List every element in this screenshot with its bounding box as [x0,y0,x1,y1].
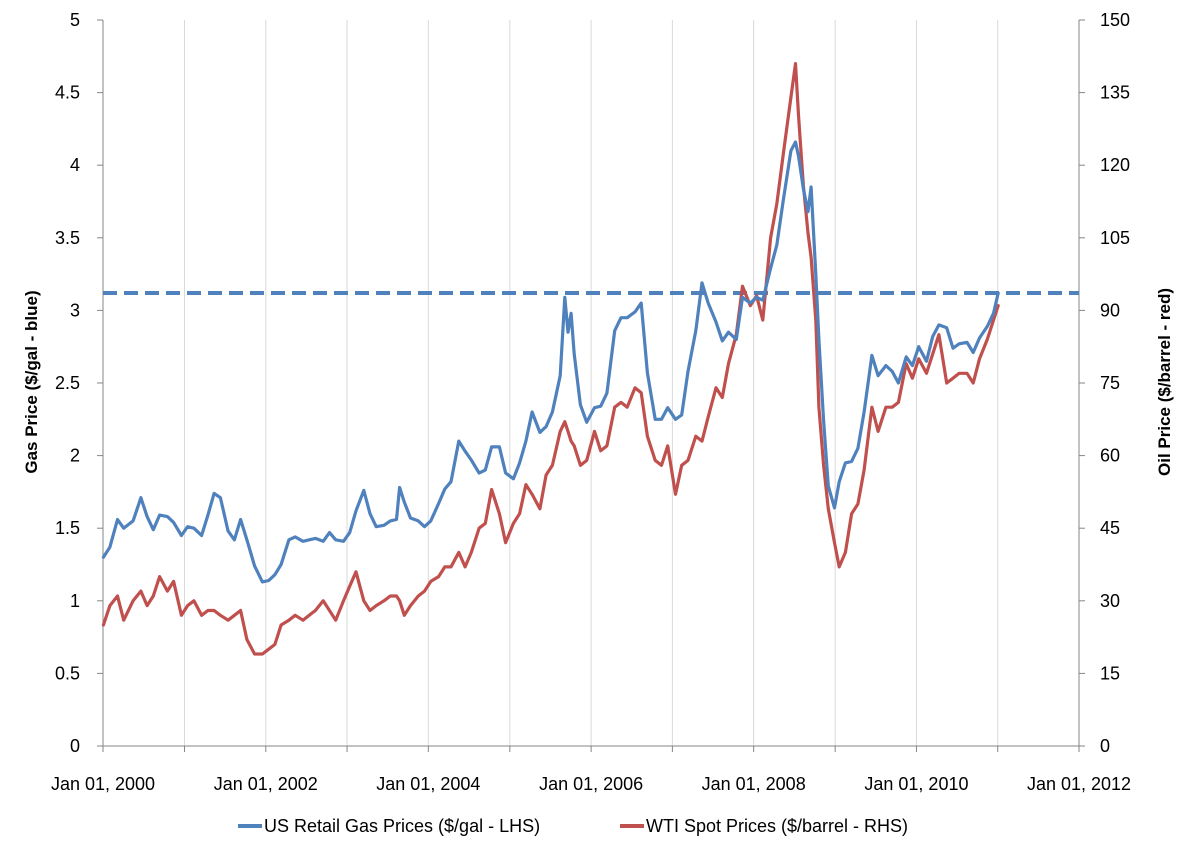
series-line-oil [101,61,1000,656]
series-line-gas [101,140,1000,584]
right-tick-label: 15 [1100,663,1120,683]
left-tick-label: 2.5 [55,373,80,393]
right-tick-label: 120 [1100,155,1130,175]
left-axis-title: Gas Price ($/gal - blue) [22,290,41,473]
left-tick-label: 1 [70,591,80,611]
left-tick-label: 3 [70,300,80,320]
left-tick-label: 0 [70,736,80,756]
x-tick-label: Jan 01, 2006 [539,774,643,794]
right-tick-label: 30 [1100,591,1120,611]
legend: US Retail Gas Prices ($/gal - LHS) WTI S… [238,816,908,836]
series-lines [101,61,1000,656]
gridlines [97,19,1085,752]
right-tick-label: 150 [1100,10,1130,30]
left-tick-label: 2 [70,446,80,466]
x-tick-label: Jan 01, 2004 [376,774,480,794]
tick-labels: Jan 01, 2000 Jan 01, 2002 Jan 01, 2004 Jan … [51,10,1131,794]
left-tick-label: 5 [70,10,80,30]
x-tick-label: Jan 01, 2008 [702,774,806,794]
right-axis-title: Oil Price ($/barrel - red) [1155,288,1174,476]
left-tick-label: 4.5 [55,83,80,103]
right-tick-label: 75 [1100,373,1120,393]
right-tick-label: 45 [1100,518,1120,538]
left-tick-label: 0.5 [55,663,80,683]
right-tick-label: 135 [1100,83,1130,103]
x-tick-label: Jan 01, 2012 [1027,774,1131,794]
left-tick-label: 1.5 [55,518,80,538]
left-tick-label: 4 [70,155,80,175]
legend-label-gas: US Retail Gas Prices ($/gal - LHS) [264,816,540,836]
right-tick-label: 90 [1100,300,1120,320]
x-tick-label: Jan 01, 2002 [214,774,318,794]
x-tick-label: Jan 01, 2000 [51,774,155,794]
right-tick-label: 60 [1100,446,1120,466]
x-tick-label: Jan 01, 2010 [864,774,968,794]
right-tick-label: 105 [1100,228,1130,248]
right-tick-label: 0 [1100,736,1110,756]
legend-label-oil: WTI Spot Prices ($/barrel - RHS) [646,816,908,836]
left-tick-label: 3.5 [55,228,80,248]
